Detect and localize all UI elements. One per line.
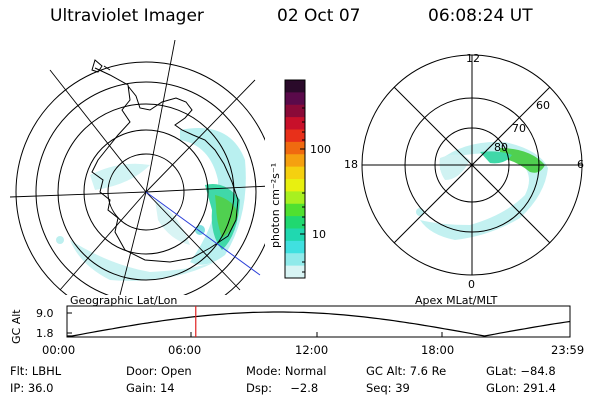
info-ip: IP: 36.0 bbox=[10, 381, 54, 395]
colorbar-band bbox=[285, 228, 305, 242]
info-dsp: Dsp: −2.8 bbox=[246, 381, 319, 395]
info-door: Door: Open bbox=[126, 364, 192, 378]
info-gain: Gain: 14 bbox=[126, 381, 175, 395]
orbit-timeline: 9.0 1.8 GC Alt 00:00 06:00 12:00 18:00 2… bbox=[10, 305, 584, 357]
info-mode: Mode: Normal bbox=[246, 364, 327, 378]
time-label: 06:08:24 UT bbox=[428, 6, 533, 26]
colorbar-tick-10: 10 bbox=[312, 228, 326, 241]
colorbar-tick-100: 100 bbox=[310, 143, 331, 156]
mlt-label-18: 18 bbox=[344, 158, 358, 171]
aurora-glow-left bbox=[56, 128, 246, 281]
geographic-map bbox=[10, 40, 265, 295]
colorbar-band bbox=[285, 191, 305, 205]
colorbar-band bbox=[285, 141, 305, 155]
mlt-label-0: 0 bbox=[468, 278, 475, 291]
colorbar bbox=[285, 80, 305, 279]
colorbar-band bbox=[285, 265, 305, 279]
info-gcalt: GC Alt: 7.6 Re bbox=[366, 364, 447, 378]
timeline-ylabel: GC Alt bbox=[10, 309, 23, 344]
magnetic-map: 12 18 6 0 60 70 80 bbox=[344, 52, 584, 291]
mlt-label-6: 6 bbox=[577, 158, 584, 171]
coastline-left bbox=[91, 67, 239, 263]
colorbar-band bbox=[285, 179, 305, 192]
info-glon: GLon: 291.4 bbox=[486, 381, 556, 395]
latitude-circles-left bbox=[15, 61, 265, 295]
alt-tick-1-8: 1.8 bbox=[36, 327, 54, 340]
colorbar-ticks bbox=[300, 107, 305, 273]
info-glat: GLat: −84.8 bbox=[486, 364, 556, 378]
time-tick-1200: 12:00 bbox=[295, 343, 328, 357]
colorbar-band bbox=[285, 216, 305, 229]
time-tick-2359: 23:59 bbox=[551, 343, 584, 357]
colorbar-band bbox=[285, 203, 305, 217]
mlt-lines-right bbox=[362, 55, 582, 275]
colorbar-band bbox=[285, 117, 305, 130]
meridian-lines-left bbox=[10, 40, 265, 295]
alt-tick-9: 9.0 bbox=[36, 307, 54, 320]
lat-label-80: 80 bbox=[494, 141, 508, 154]
lat-label-60: 60 bbox=[536, 99, 550, 112]
colorbar-band bbox=[285, 240, 305, 254]
colorbar-band bbox=[285, 166, 305, 180]
mlt-label-12: 12 bbox=[466, 52, 480, 65]
time-tick-0000: 00:00 bbox=[42, 343, 75, 357]
date-label: 02 Oct 07 bbox=[277, 6, 361, 26]
colorbar-band bbox=[285, 80, 305, 93]
colorbar-band bbox=[285, 253, 305, 267]
time-tick-0600: 06:00 bbox=[168, 343, 201, 357]
colorbar-band bbox=[285, 104, 305, 118]
colorbar-band bbox=[285, 129, 305, 143]
info-seq: Seq: 39 bbox=[366, 381, 410, 395]
instrument-title: Ultraviolet Imager bbox=[50, 6, 204, 26]
info-flt: Flt: LBHL bbox=[10, 364, 62, 378]
magnetic-caption: Apex MLat/MLT bbox=[415, 294, 498, 307]
colorbar-unit-label: photon cm⁻²s⁻¹ bbox=[269, 163, 282, 248]
time-tick-1800: 18:00 bbox=[421, 343, 454, 357]
colorbar-band bbox=[285, 154, 305, 168]
ground-track bbox=[145, 191, 261, 276]
orbit-altitude-curve bbox=[67, 311, 571, 337]
geographic-caption: Geographic Lat/Lon bbox=[70, 294, 177, 307]
lat-label-70: 70 bbox=[512, 122, 526, 135]
colorbar-band bbox=[285, 92, 305, 106]
